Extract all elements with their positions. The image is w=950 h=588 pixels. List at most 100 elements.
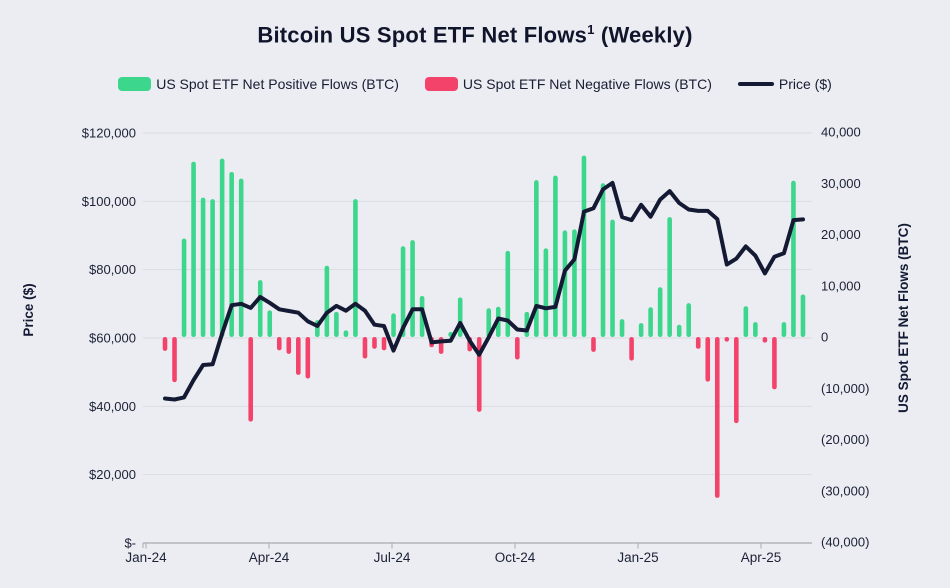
negative-flow-bar [762, 337, 768, 343]
legend-item-positive-flows: US Spot ETF Net Positive Flows (BTC) [118, 76, 399, 92]
positive-flow-bar [648, 307, 653, 337]
chart-title-suffix: (Weekly) [594, 22, 693, 48]
legend-label-positive-flows: US Spot ETF Net Positive Flows (BTC) [156, 76, 399, 92]
left-axis-title: Price ($) [21, 283, 36, 336]
positive-flow-bar [543, 248, 549, 337]
negative-flow-bar [381, 337, 387, 351]
right-axis-tick-label: (30,000) [821, 483, 869, 498]
left-axis-tick-label: $120,000 [82, 126, 136, 141]
negative-flow-bar [172, 337, 177, 383]
positive-flow-bar [486, 308, 492, 337]
positive-flow-bar [391, 313, 396, 337]
flow-bars [162, 155, 806, 498]
price-line [163, 180, 805, 402]
right-axis-title: US Spot ETF Net Flows (BTC) [896, 223, 911, 413]
positive-flow-bar [257, 280, 263, 337]
right-axis-tick-label: (20,000) [821, 432, 869, 447]
positive-flow-bar [505, 250, 511, 337]
positive-flow-bar [657, 287, 663, 337]
positive-flow-bar [324, 265, 330, 337]
legend-label-price: Price ($) [778, 76, 832, 92]
x-tick-label: Oct-24 [495, 550, 536, 565]
negative-flow-bar [724, 337, 730, 342]
left-axis-tick-label: $60,000 [89, 331, 136, 346]
chart-title-main: Bitcoin US Spot ETF Net Flows [257, 22, 588, 48]
positive-flow-bar [229, 171, 234, 337]
right-axis-tick-label: 30,000 [821, 176, 861, 191]
negative-flow-bar [162, 337, 168, 351]
positive-flow-bar [800, 294, 806, 337]
positive-flow-bar [791, 180, 796, 337]
chart-title-footnote-marker: 1 [587, 22, 595, 37]
negative-flow-bar [362, 337, 368, 359]
right-axis-tick-label: (40,000) [821, 535, 869, 550]
legend-label-negative-flows: US Spot ETF Net Negative Flows (BTC) [462, 76, 712, 92]
positive-flow-bar [534, 180, 539, 337]
negative-flow-bar [286, 337, 292, 354]
right-axis-tick-label: 10,000 [821, 278, 861, 293]
positive-flow-bar [667, 217, 672, 337]
legend: US Spot ETF Net Positive Flows (BTC) US … [0, 76, 950, 92]
positive-flow-bar [600, 183, 606, 337]
positive-flow-bar [200, 197, 206, 337]
right-axis-tick-label: 20,000 [821, 227, 861, 242]
price-line-swatch-icon [737, 82, 774, 86]
x-tick-label: Jan-25 [617, 550, 658, 565]
right-axis-tick-label: (10,000) [821, 381, 869, 396]
positive-flow-bar [581, 155, 587, 337]
x-tick-label: Jul-24 [374, 550, 411, 565]
x-tick-label: Jan-24 [125, 550, 167, 565]
negative-flow-bar [772, 337, 777, 390]
negative-flow-bar [296, 337, 301, 375]
negative-flow-bar [515, 337, 520, 360]
positive-flow-bar [686, 303, 692, 337]
positive-flow-bar [562, 230, 568, 337]
chart-title: Bitcoin US Spot ETF Net Flows1 (Weekly) [0, 22, 950, 48]
left-axis-tick-label: $40,000 [89, 399, 136, 414]
right-axis-tick-label: 40,000 [821, 125, 861, 140]
left-axis-tick-label: $- [124, 536, 136, 551]
positive-flow-bar [343, 330, 349, 337]
positive-flow-bar [334, 311, 339, 337]
positive-flow-bar [619, 319, 625, 337]
negative-flow-bar [629, 337, 634, 361]
positive-flow-bar [400, 246, 406, 337]
positive-flow-bar [191, 161, 196, 337]
negative-flow-bar [305, 337, 311, 379]
positive-flow-bar [781, 322, 787, 337]
legend-item-negative-flows: US Spot ETF Net Negative Flows (BTC) [424, 76, 712, 92]
positive-flow-bar [753, 322, 758, 337]
left-axis-labels: $120,000 $100,000 $80,000 $60,000 $40,000 $20… [82, 126, 136, 551]
negative-flow-bar [248, 337, 253, 422]
negative-flow-bar [276, 337, 282, 351]
positive-flow-bar [676, 324, 682, 337]
legend-item-price: Price ($) [737, 76, 832, 92]
x-tick-label: Apr-25 [741, 550, 782, 565]
positive-flows-swatch-icon [118, 77, 152, 91]
positive-flow-bar [457, 297, 463, 337]
positive-flow-bar [210, 199, 215, 337]
positive-flow-bar [219, 158, 225, 337]
left-axis-tick-label: $100,000 [82, 194, 136, 209]
negative-flow-bar [705, 337, 711, 382]
left-axis-tick-label: $20,000 [89, 467, 136, 482]
positive-flow-bar [238, 178, 244, 337]
negative-flow-bar [714, 337, 720, 498]
positive-flow-bar [743, 306, 749, 337]
negative-flow-bar [372, 337, 377, 349]
positive-flow-bar [610, 219, 615, 337]
positive-flow-bar [353, 199, 358, 337]
x-tick-label: Apr-24 [249, 550, 290, 565]
left-axis-tick-label: $80,000 [89, 262, 136, 277]
positive-flow-bar [638, 323, 644, 337]
positive-flow-bar [410, 240, 415, 337]
x-axis: Jan-24 Apr-24 Jul-24 Oct-24 Jan-25 Apr-25 [125, 542, 812, 565]
positive-flow-bar [553, 175, 558, 337]
positive-flow-bar [267, 310, 273, 337]
negative-flow-bar [695, 337, 701, 349]
positive-flow-bar [181, 238, 187, 337]
right-axis-labels: 40,000 30,000 20,000 10,000 0 (10,000) (20,000… [821, 125, 869, 550]
negative-flow-bar [591, 337, 596, 352]
right-axis-tick-label: 0 [821, 330, 828, 345]
